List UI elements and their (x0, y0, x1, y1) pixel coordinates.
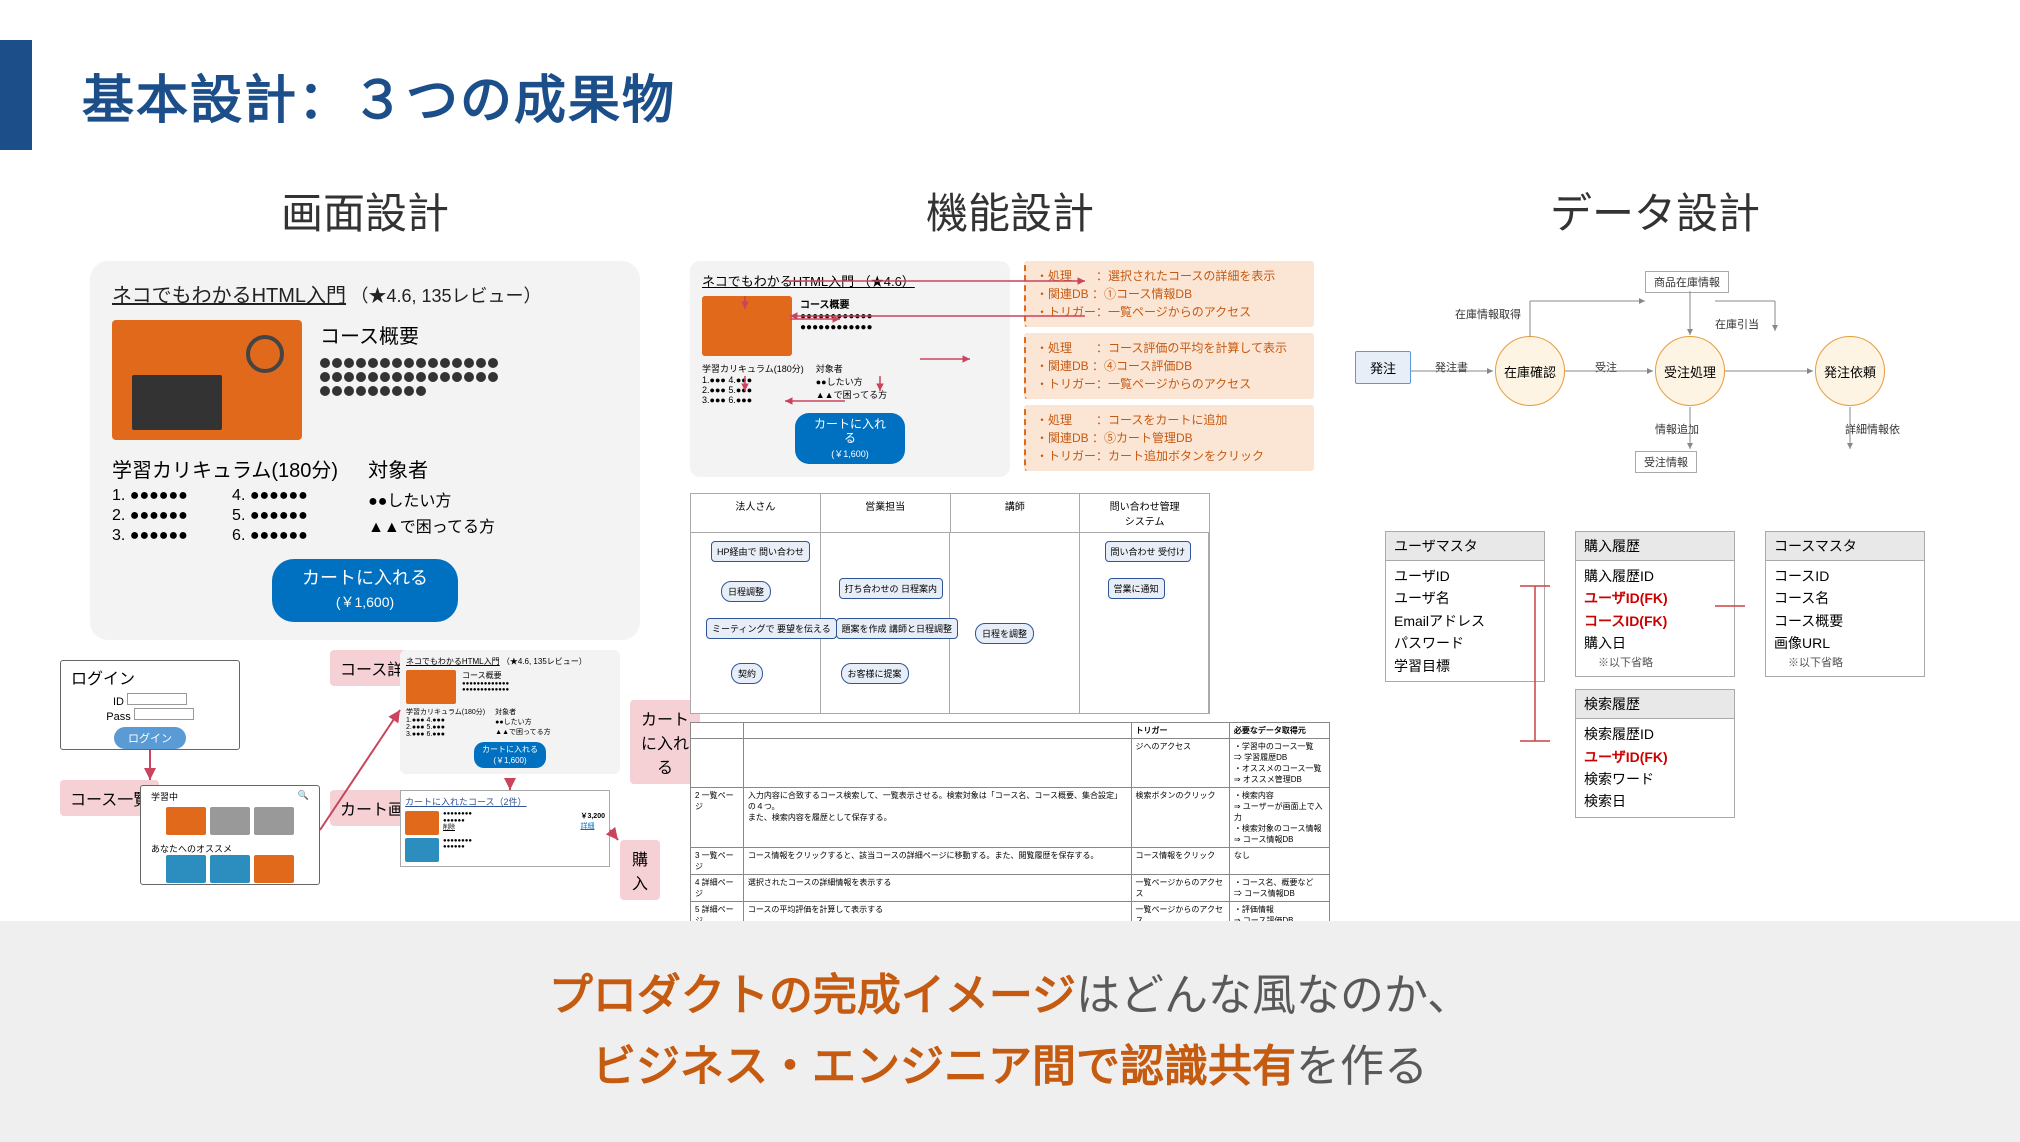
col-data: データ設計 発注 在庫確認 受注処理 発注依頼 発注書 受注 在庫情報取得 商品… (1350, 180, 1960, 1005)
course-list-box: 学習中🔍 あなたへのオススメ (140, 785, 320, 885)
bottom-banner: プロダクトの完成イメージはどんな風なのか、 ビジネス・エンジニア間で認識共有を作… (0, 921, 2020, 1142)
target-heading: 対象者 (368, 454, 495, 483)
swimlane: 法人さん 営業担当 講師 問い合わせ管理 システム HP経由で 問い合わせ 日程… (690, 493, 1210, 714)
screen-mock-subtitle: （★4.6, 135レビュー） (351, 286, 542, 306)
mini-cart-btn[interactable]: カートに入れる(￥1,600) (474, 742, 546, 768)
screen-mock-title: ネコでもわかるHTML入門 (112, 285, 346, 307)
col-heading-screen: 画面設計 (60, 180, 670, 241)
title-accent (0, 40, 32, 150)
state-diagram: 発注 在庫確認 受注処理 発注依頼 発注書 受注 在庫情報取得 商品在庫情報 在… (1355, 261, 1955, 481)
dotline (320, 355, 500, 365)
login-button[interactable]: ログイン (114, 727, 186, 749)
curriculum-heading: 学習カリキュラム(180分) (112, 454, 338, 483)
banner-em-1: プロダクトの完成イメージ (549, 971, 1076, 1020)
screen-mock: ネコでもわかるHTML入門 （★4.6, 135レビュー） コース概要 学習カリ… (90, 261, 640, 640)
erd: ユーザマスタ ユーザID ユーザ名 Emailアドレス パスワード 学習目標 購… (1355, 531, 1955, 818)
banner-em-2: ビジネス・エンジニア間で認識共有 (592, 1042, 1296, 1091)
label-purchase: 購入 (620, 840, 660, 900)
col-screen: 画面設計 ネコでもわかるHTML入門 （★4.6, 135レビュー） コース概要… (60, 180, 670, 1005)
col-heading-function: 機能設計 (690, 180, 1330, 241)
title-bar: 基本設計：３つの成果物 (0, 0, 2020, 180)
overview-heading: コース概要 (320, 320, 500, 349)
course-image (112, 320, 302, 440)
course-detail-mini: ネコでもわかるHTML入門 （★4.6, 135レビュー） コース概要 ●●●●… (400, 650, 620, 774)
add-cart-button[interactable]: カートに入れる (￥1,600) (272, 559, 458, 622)
login-box: ログイン ID Pass ログイン (60, 660, 240, 750)
slide-title: 基本設計：３つの成果物 (82, 58, 676, 133)
cart-mini: カートに入れたコース（2件） ●●●●●●●●●●●●●●削除 ￥3,200詳細… (400, 790, 610, 867)
col-function: 機能設計 ネコでもわかるHTML入門 （★4.6） コース概要●●●●●●●●●… (690, 180, 1330, 1005)
columns: 画面設計 ネコでもわかるHTML入門 （★4.6, 135レビュー） コース概要… (0, 180, 2020, 1005)
curriculum-list: 1. ●●●●●● 4. ●●●●●● 2. ●●●●●● 5. ●●●●●● … (112, 487, 338, 545)
screen-flow: ログイン ID Pass ログイン コース一覧 学習中🔍 あなたへのオススメ コ… (60, 650, 660, 910)
col-heading-data: データ設計 (1350, 180, 1960, 241)
